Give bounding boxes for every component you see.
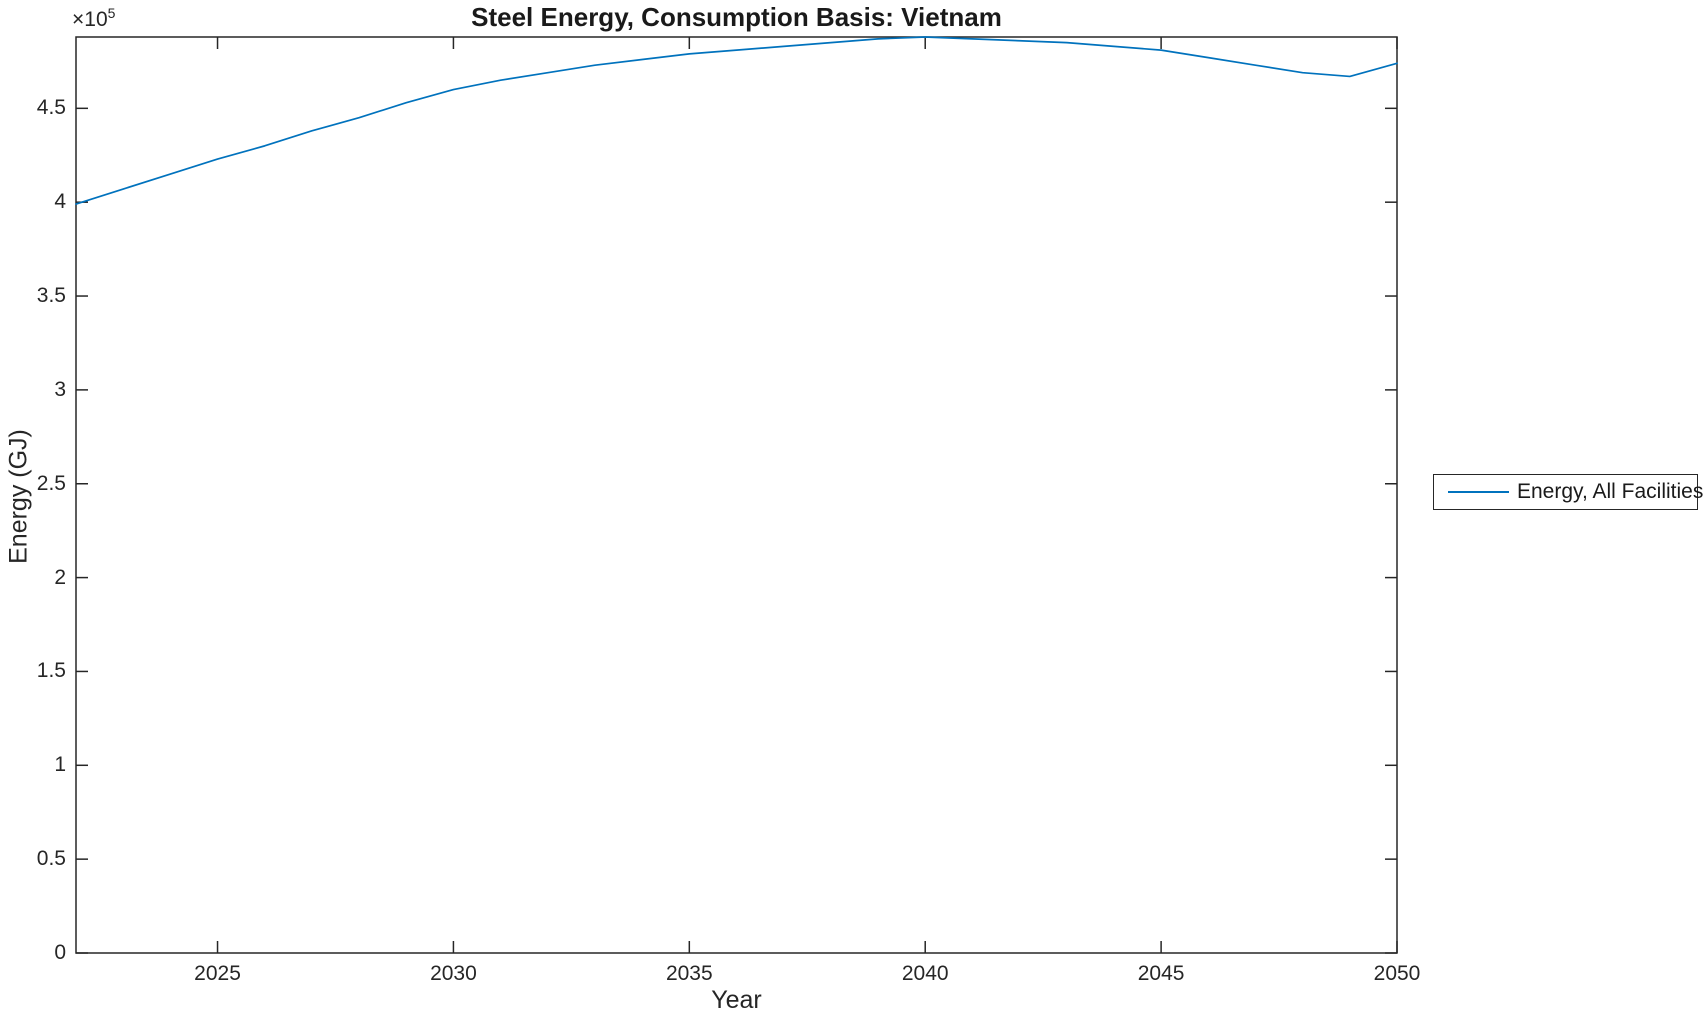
y-axis-exponent-label: ×105: [72, 5, 115, 32]
y-axis-tick-label: 2: [54, 565, 66, 589]
y-axis-tick-label: 3: [54, 377, 66, 401]
x-axis-tick-label: 2025: [194, 962, 241, 985]
y-axis-tick-label: 2.5: [36, 471, 66, 495]
y-axis-tick-label: 1.5: [36, 659, 66, 683]
energy-series-line: [75, 36, 1398, 205]
x-axis-label: Year: [711, 986, 762, 1014]
x-axis-tick-label: 2030: [430, 962, 477, 985]
y-axis-tick-label: 4: [54, 190, 66, 214]
y-axis-tick-label: 0: [54, 941, 66, 964]
x-axis-tick-label: 2040: [901, 962, 949, 985]
x-axis-tick-label: 2035: [665, 962, 713, 985]
y-axis-tick-label: 3.5: [36, 284, 66, 308]
x-axis-tick-label: 2050: [1373, 962, 1421, 985]
y-axis-tick-label: 0.5: [36, 847, 66, 871]
legend-line-sample-icon: [1448, 491, 1509, 493]
plot-border: [75, 36, 1398, 954]
chart-title: Steel Energy, Consumption Basis: Vietnam: [471, 2, 1002, 32]
legend-entry-label: Energy, All Facilities: [1517, 480, 1703, 503]
y-exponent-power: 5: [107, 5, 116, 21]
y-axis-tick-label: 1: [54, 753, 66, 777]
y-axis-tick-label: 4.5: [36, 96, 66, 120]
legend-box: Energy, All Facilities: [1433, 474, 1703, 510]
y-exponent-base: ×10: [72, 8, 108, 31]
x-axis-tick-label: 2045: [1137, 962, 1185, 985]
